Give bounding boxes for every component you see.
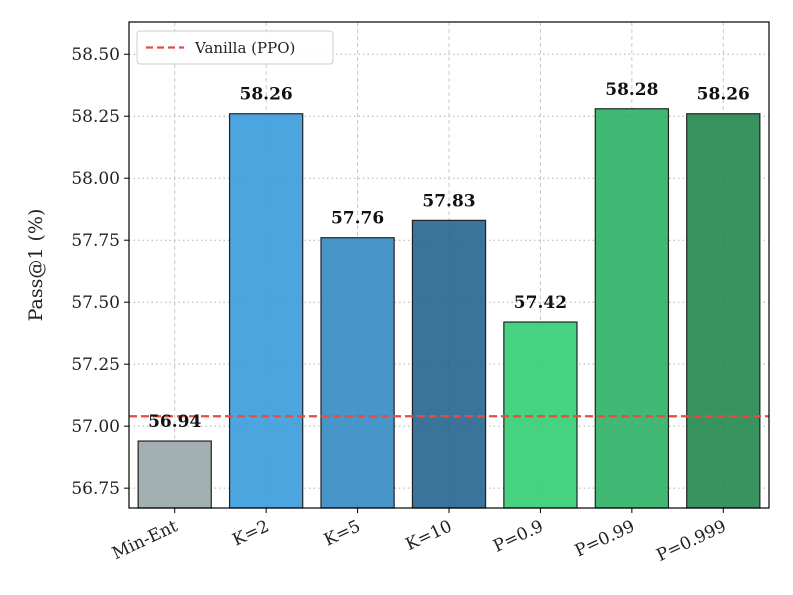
data-label: 56.94 xyxy=(148,412,201,432)
x-tick-label: P=0.999 xyxy=(654,516,730,566)
y-tick-label: 58.50 xyxy=(71,45,120,65)
y-axis-ticks: 56.75 57.00 57.25 57.50 57.75 58.00 58.25 58.50 xyxy=(71,45,129,499)
y-tick-label: 57.25 xyxy=(71,355,120,375)
data-label: 58.26 xyxy=(240,85,293,105)
x-tick-label: K=10 xyxy=(403,516,455,555)
y-tick-label: 57.50 xyxy=(71,293,120,313)
y-tick-label: 57.00 xyxy=(71,417,120,437)
bar-k-2 xyxy=(228,113,304,509)
y-tick-label: 58.25 xyxy=(71,107,120,127)
legend: Vanilla (PPO) xyxy=(136,30,334,65)
y-axis-label: Pass@1 (%) xyxy=(25,209,47,322)
data-labels: 56.94 58.26 57.76 57.83 57.42 58.28 58.26 xyxy=(148,80,750,432)
data-label: 57.42 xyxy=(514,293,567,313)
legend-label: Vanilla (PPO) xyxy=(194,39,295,57)
bar-k-5 xyxy=(320,237,395,509)
x-tick-label: K=5 xyxy=(321,516,364,550)
bar-p-0-9 xyxy=(503,321,578,509)
bar-p-0-999 xyxy=(686,113,761,509)
data-label: 58.28 xyxy=(605,80,658,100)
x-tick-label: P=0.9 xyxy=(490,516,546,556)
bars xyxy=(137,108,761,509)
x-tick-label: Min-Ent xyxy=(109,516,181,564)
bar-k-10 xyxy=(411,219,487,509)
x-tick-label: K=2 xyxy=(230,516,273,550)
x-axis-ticks: Min-Ent K=2 K=5 K=10 P=0.9 P=0.99 P=0.999 xyxy=(109,508,729,566)
y-tick-label: 58.00 xyxy=(71,169,120,189)
legend-box xyxy=(136,30,334,65)
data-label: 58.26 xyxy=(697,85,750,105)
bar-min-ent xyxy=(137,440,212,509)
y-tick-label: 57.75 xyxy=(71,231,120,251)
data-label: 57.76 xyxy=(331,209,384,229)
bar-p-0-99 xyxy=(594,108,670,509)
data-label: 57.83 xyxy=(422,191,475,211)
y-tick-label: 56.75 xyxy=(71,479,120,499)
x-tick-label: P=0.99 xyxy=(572,516,638,561)
